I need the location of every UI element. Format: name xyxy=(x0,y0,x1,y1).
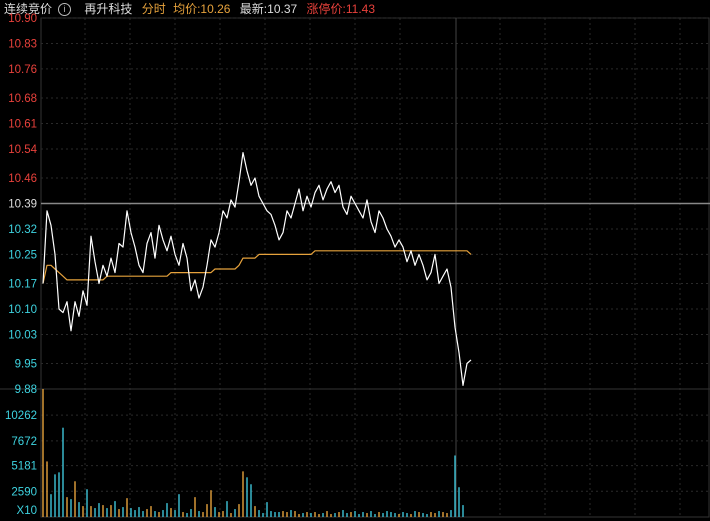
volume-tick-label: 2590 xyxy=(11,486,37,498)
price-tick-label: 10.39 xyxy=(8,199,37,211)
volume-tick-label: 5181 xyxy=(11,461,37,473)
latest-price-label: 最新: xyxy=(239,2,268,16)
price-tick-label: 10.90 xyxy=(8,13,37,25)
volume-tick-label: 10262 xyxy=(5,410,37,422)
info-icon[interactable]: i xyxy=(58,3,72,17)
limit-up-label: 涨停价: xyxy=(306,2,346,16)
price-tick-label: 10.17 xyxy=(8,279,37,291)
header-bar: 连续竞价 i 再升科技 分时 均价:10.26 最新:10.37 涨停价:11.4… xyxy=(4,0,381,18)
avg-price-line xyxy=(42,250,472,284)
price-tick-label: 10.25 xyxy=(8,249,37,261)
volume-unit-label: X10 xyxy=(17,505,37,517)
latest-price-value: 10.37 xyxy=(267,2,298,16)
price-tick-label: 10.46 xyxy=(8,173,37,185)
chart-frame xyxy=(40,17,710,518)
price-tick-label: 10.54 xyxy=(8,144,37,156)
auction-label: 连续竞价 xyxy=(4,2,53,16)
price-tick-label: 10.10 xyxy=(8,304,37,316)
price-tick-label: 9.88 xyxy=(15,384,37,396)
avg-price-value: 10.26 xyxy=(200,2,231,16)
avg-price-label: 均价: xyxy=(173,2,201,16)
volume-tick-label: 7672 xyxy=(11,436,37,448)
price-tick-label: 9.95 xyxy=(15,359,37,371)
price-tick-label: 10.32 xyxy=(8,224,37,236)
limit-up-value: 11.43 xyxy=(345,2,375,16)
price-tick-label: 10.76 xyxy=(8,64,37,76)
price-tick-label: 10.68 xyxy=(8,93,37,105)
price-tick-label: 10.83 xyxy=(8,38,37,50)
stock-name[interactable]: 再升科技 xyxy=(84,2,133,16)
view-mode-label[interactable]: 分时 xyxy=(141,2,166,16)
price-tick-label: 10.61 xyxy=(8,118,37,130)
price-tick-label: 10.03 xyxy=(8,329,37,341)
price-line xyxy=(42,152,472,386)
